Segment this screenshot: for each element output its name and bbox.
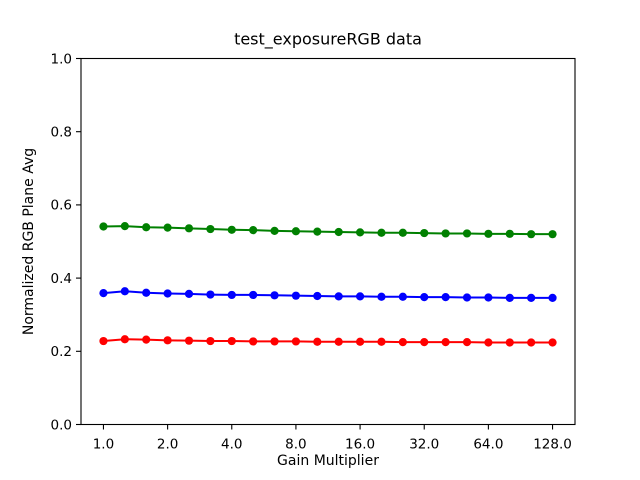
x-tick-label: 2.0	[157, 437, 178, 453]
green-plane-point	[548, 230, 557, 239]
y-tick-label: 1.0	[51, 51, 72, 67]
x-tick-label: 64.0	[473, 437, 503, 453]
blue-plane-point	[206, 290, 215, 299]
red-plane-point	[99, 336, 108, 346]
red-plane-point	[377, 337, 386, 346]
blue-plane-point	[548, 293, 557, 302]
red-plane-point	[163, 336, 172, 345]
green-plane-point	[527, 230, 536, 239]
blue-plane-point	[527, 293, 536, 302]
red-plane-point	[527, 338, 536, 347]
green-plane-point	[227, 225, 236, 234]
blue-plane-point	[355, 292, 365, 301]
blue-plane-point	[163, 289, 172, 298]
red-plane-line	[102, 338, 554, 344]
blue-plane-line	[102, 290, 554, 299]
red-plane-point	[462, 338, 472, 347]
x-tick-label: 16.0	[345, 437, 375, 453]
green-plane-point	[99, 222, 108, 231]
red-plane-point	[184, 336, 194, 345]
green-plane-point	[142, 223, 151, 232]
x-axis-ticks: 1.0 2.0 4.0 8.0 16.0 32.0 64.0 128.0	[93, 424, 572, 453]
green-plane-point	[420, 228, 429, 238]
y-tick-label: 0.0	[51, 417, 72, 433]
blue-plane-point	[313, 291, 322, 301]
red-plane-point	[484, 338, 493, 347]
green-plane-line	[102, 225, 554, 236]
red-plane-point	[142, 335, 151, 344]
green-plane-point	[270, 226, 279, 235]
blue-plane-point	[420, 293, 429, 302]
plot-series	[99, 222, 557, 347]
x-tick-label: 4.0	[221, 437, 242, 453]
blue-plane-point	[142, 288, 151, 297]
green-plane-point	[120, 222, 129, 231]
green-plane-point	[206, 224, 215, 234]
red-plane-point	[120, 335, 129, 344]
red-plane-point	[334, 337, 343, 346]
blue-plane-point	[334, 292, 343, 301]
y-axis-label: Normalized RGB Plane Avg	[21, 148, 37, 335]
x-tick-label: 32.0	[409, 437, 439, 453]
blue-plane-point	[99, 289, 108, 298]
green-plane-point	[462, 229, 472, 238]
red-plane-point	[206, 336, 215, 346]
green-plane-point	[334, 227, 343, 237]
green-plane-point	[377, 228, 386, 237]
green-plane-point	[398, 228, 407, 237]
blue-plane-point	[484, 293, 493, 302]
red-plane-point	[313, 337, 322, 346]
green-plane-point	[313, 227, 322, 236]
red-plane-point	[505, 338, 514, 347]
blue-plane-point	[505, 293, 514, 302]
green-plane-point	[505, 229, 514, 238]
blue-plane-point	[462, 293, 472, 302]
red-plane-point	[355, 337, 365, 346]
x-axis-label: Gain Multiplier	[277, 453, 379, 469]
x-tick-label: 128.0	[533, 437, 572, 453]
y-tick-label: 0.4	[51, 271, 72, 287]
red-plane-point	[398, 338, 407, 347]
chart-title: test_exposureRGB data	[234, 30, 422, 50]
red-plane-point	[420, 338, 429, 347]
green-plane-point	[441, 229, 450, 238]
blue-plane-point	[291, 291, 301, 300]
red-plane-point	[227, 336, 236, 346]
blue-plane-point	[227, 290, 236, 300]
red-plane-point	[291, 337, 301, 346]
blue-plane-point	[441, 293, 450, 302]
y-tick-label: 0.2	[51, 344, 72, 360]
blue-plane-point	[398, 292, 407, 301]
red-plane-point	[249, 337, 258, 346]
red-plane-point	[270, 337, 279, 346]
blue-plane-point	[270, 291, 279, 300]
plot-border	[80, 57, 576, 426]
green-plane-point	[484, 229, 493, 238]
blue-plane-point	[184, 289, 194, 298]
green-plane-point	[184, 224, 194, 233]
red-plane-point	[441, 338, 450, 347]
x-tick-label: 8.0	[285, 437, 306, 453]
x-tick-label: 1.0	[93, 437, 114, 453]
green-plane-point	[163, 223, 172, 232]
red-plane-point	[548, 338, 557, 347]
y-tick-label: 0.6	[51, 198, 72, 214]
green-plane-point	[291, 227, 301, 236]
blue-plane-point	[120, 287, 129, 296]
y-tick-label: 0.8	[51, 125, 72, 141]
y-axis-ticks: 0.0 0.2 0.4 0.6 0.8 1.0	[51, 51, 81, 433]
blue-plane-point	[249, 290, 258, 300]
green-plane-point	[249, 226, 258, 235]
green-plane-point	[355, 228, 365, 237]
blue-plane-point	[377, 292, 386, 301]
